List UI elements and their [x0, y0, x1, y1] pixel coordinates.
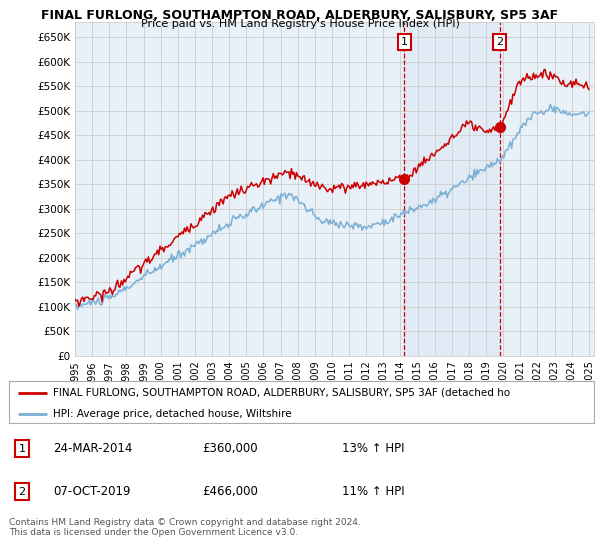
Text: £466,000: £466,000 — [202, 485, 258, 498]
Text: 24-MAR-2014: 24-MAR-2014 — [53, 442, 132, 455]
Bar — [404, 22, 500, 356]
Text: Contains HM Land Registry data © Crown copyright and database right 2024.
This d: Contains HM Land Registry data © Crown c… — [9, 518, 361, 538]
Text: £360,000: £360,000 — [202, 442, 257, 455]
Text: 2: 2 — [496, 37, 503, 47]
Text: HPI: Average price, detached house, Wiltshire: HPI: Average price, detached house, Wilt… — [53, 409, 292, 418]
Text: 2: 2 — [19, 487, 25, 497]
Text: 11% ↑ HPI: 11% ↑ HPI — [343, 485, 405, 498]
Text: FINAL FURLONG, SOUTHAMPTON ROAD, ALDERBURY, SALISBURY, SP5 3AF: FINAL FURLONG, SOUTHAMPTON ROAD, ALDERBU… — [41, 9, 559, 22]
Text: FINAL FURLONG, SOUTHAMPTON ROAD, ALDERBURY, SALISBURY, SP5 3AF (detached ho: FINAL FURLONG, SOUTHAMPTON ROAD, ALDERBU… — [53, 388, 510, 398]
Text: Price paid vs. HM Land Registry's House Price Index (HPI): Price paid vs. HM Land Registry's House … — [140, 19, 460, 29]
Text: 13% ↑ HPI: 13% ↑ HPI — [343, 442, 405, 455]
Text: 1: 1 — [401, 37, 408, 47]
Text: 1: 1 — [19, 444, 25, 454]
Text: 07-OCT-2019: 07-OCT-2019 — [53, 485, 130, 498]
